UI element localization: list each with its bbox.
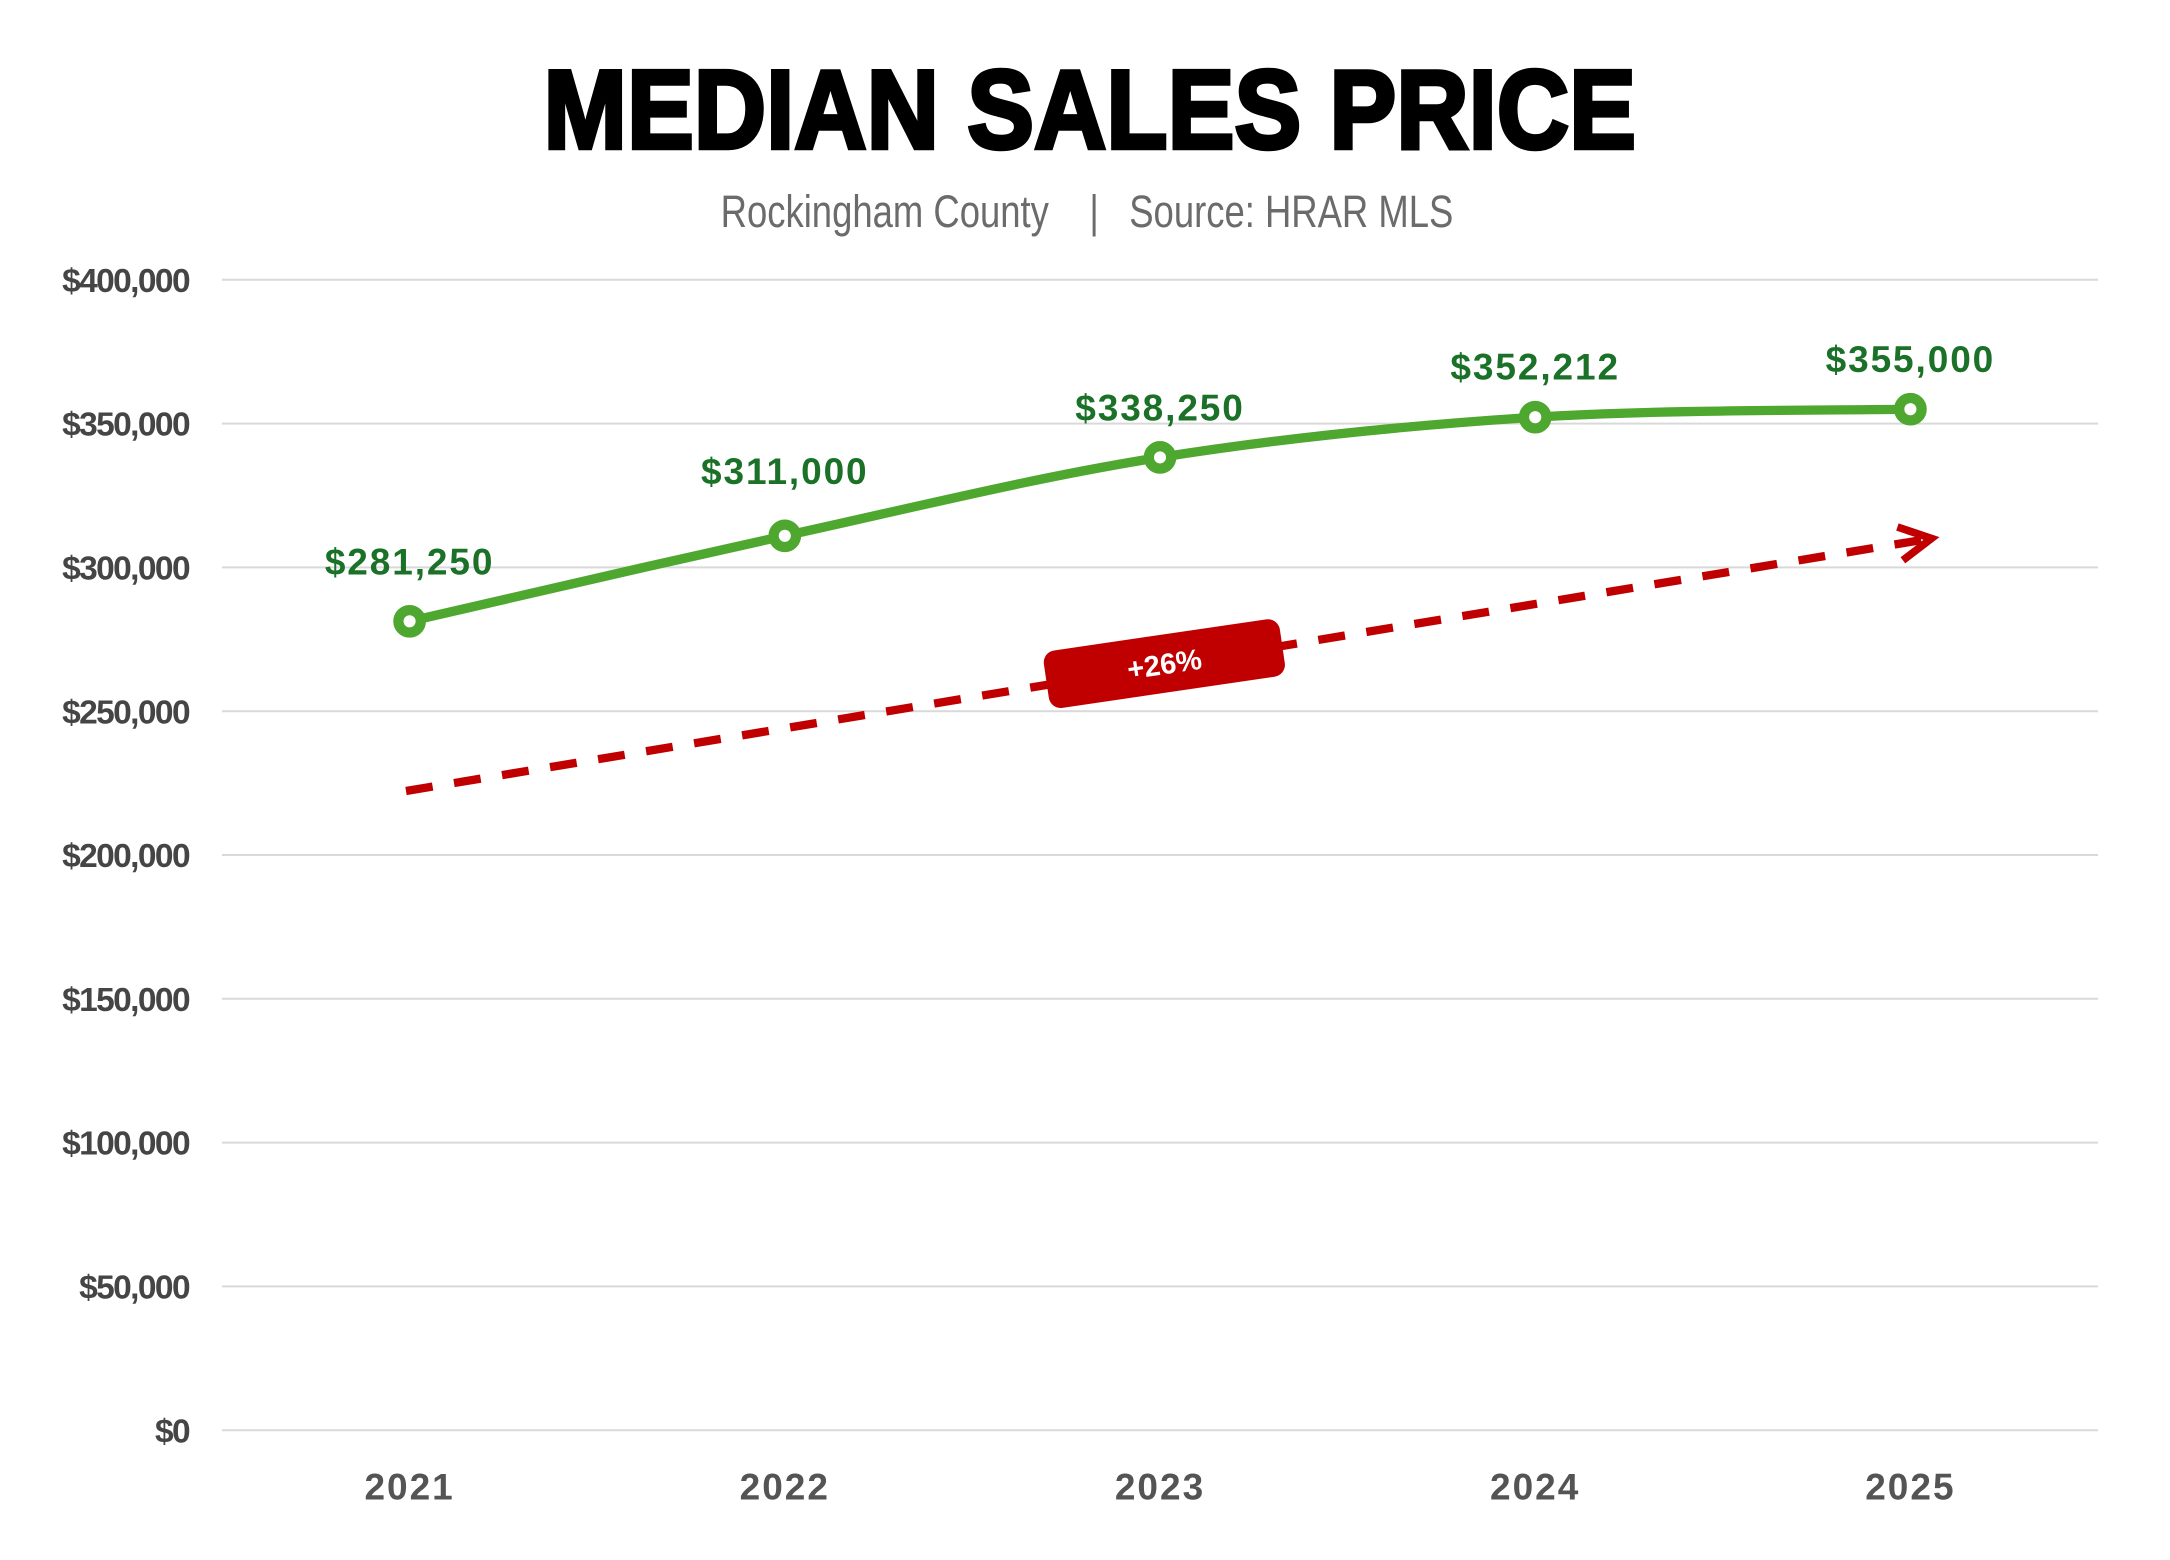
svg-text:$311,000: $311,000 [701,451,868,492]
svg-text:$281,250: $281,250 [325,541,495,582]
svg-text:$250,000: $250,000 [62,694,190,731]
svg-text:$350,000: $350,000 [62,407,190,444]
svg-text:$300,000: $300,000 [62,551,190,588]
svg-text:$100,000: $100,000 [62,1126,190,1163]
svg-text:2022: 2022 [740,1467,830,1508]
svg-text:$150,000: $150,000 [62,982,190,1019]
svg-text:$200,000: $200,000 [62,838,190,875]
svg-text:$0: $0 [155,1413,190,1450]
svg-text:2025: 2025 [1865,1467,1955,1508]
svg-text:$338,250: $338,250 [1075,388,1245,429]
svg-text:$50,000: $50,000 [79,1270,190,1307]
svg-text:2021: 2021 [364,1467,454,1508]
svg-text:$352,212: $352,212 [1450,347,1620,388]
svg-text:$400,000: $400,000 [62,263,190,300]
svg-text:$355,000: $355,000 [1826,339,1996,380]
svg-text:2024: 2024 [1490,1467,1580,1508]
svg-text:2023: 2023 [1115,1467,1205,1508]
